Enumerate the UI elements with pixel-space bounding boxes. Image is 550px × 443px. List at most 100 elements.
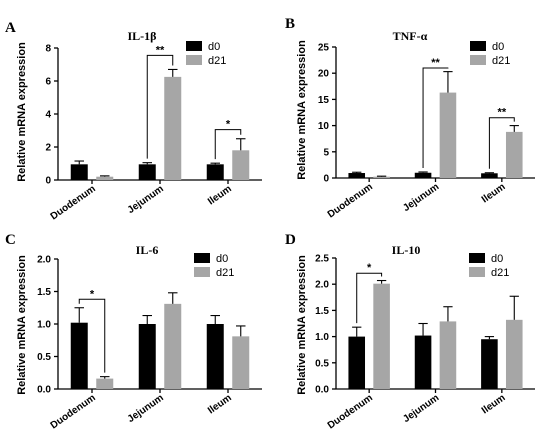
panel-letter: C xyxy=(5,232,16,248)
y-axis-label: Relative mRNA expression xyxy=(296,40,308,180)
y-tick-label: 25 xyxy=(318,43,330,54)
x-tick-label: Duodenum xyxy=(49,392,98,431)
legend-swatch-d21 xyxy=(194,267,210,277)
x-tick-label: Ileum xyxy=(480,181,508,205)
x-tick-label: Jejunum xyxy=(401,392,441,425)
x-tick-label: Duodenum xyxy=(49,183,98,222)
x-tick-label: Duodenum xyxy=(326,392,375,431)
significance-bracket xyxy=(78,298,106,373)
y-tick-label: 2.0 xyxy=(37,255,51,266)
y-tick-label: 2 xyxy=(45,143,51,154)
bar-d0-duodenum xyxy=(70,164,88,180)
bar-d0-ileum xyxy=(481,339,498,389)
panel-c: C IL-6 Relative mRNA expression 0.0 0.5 1.0 1.… xyxy=(5,232,262,431)
bar-d21-ileum xyxy=(232,336,250,389)
y-tick-label: 1.0 xyxy=(37,320,51,331)
bar-d21-jejunum xyxy=(164,76,182,180)
y-tick-label: 0 xyxy=(323,174,329,185)
significance-label: ** xyxy=(156,44,165,56)
legend-swatch-d21 xyxy=(186,55,202,65)
bar-d0-jejunum xyxy=(138,324,156,389)
y-tick-label: 0.5 xyxy=(37,352,51,363)
x-tick-label: Jejunum xyxy=(126,392,166,425)
bar-d0-duodenum xyxy=(70,322,88,389)
y-tick-label: 2.5 xyxy=(315,254,329,265)
y-tick-label: 0.0 xyxy=(315,385,329,396)
chart-title: IL-1β xyxy=(128,29,157,43)
x-tick-label: Duodenum xyxy=(326,181,375,220)
chart-title: TNF-α xyxy=(393,29,428,43)
y-tick-label: 4 xyxy=(45,110,51,121)
legend-swatch-d0 xyxy=(469,253,485,263)
significance-bracket xyxy=(422,67,449,168)
significance-label: * xyxy=(367,262,372,274)
legend-label-d0: d0 xyxy=(216,253,228,265)
significance-bracket xyxy=(146,54,174,159)
bar-d21-ileum xyxy=(505,319,523,389)
panel-letter: B xyxy=(285,16,295,32)
legend-label-d0: d0 xyxy=(492,41,504,53)
bar-d21-duodenum xyxy=(96,378,114,389)
bar-d21-duodenum xyxy=(373,283,390,389)
bar-d21-duodenum xyxy=(96,176,114,180)
y-tick-label: 1.0 xyxy=(315,332,329,343)
legend-label-d21: d21 xyxy=(491,267,509,279)
x-tick-label: Ileum xyxy=(206,183,234,207)
bar-d0-jejunum xyxy=(414,335,432,389)
panel-a: A IL-1β Relative mRNA expression 0 2 4 6 8 Duode… xyxy=(5,20,262,222)
legend-swatch-d0 xyxy=(186,41,202,51)
bar-d0-ileum xyxy=(206,164,224,180)
panel-letter: A xyxy=(5,20,16,36)
chart-title: IL-10 xyxy=(392,243,421,257)
significance-label: ** xyxy=(431,57,440,69)
y-tick-label: 0 xyxy=(45,176,51,187)
panel-b: B TNF-α Relative mRNA expression 0 5 10 15 20 25… xyxy=(285,16,535,220)
y-tick-label: 6 xyxy=(45,77,51,88)
x-tick-label: Jejunum xyxy=(126,183,166,216)
x-tick-label: Ileum xyxy=(480,392,508,416)
chart-title: IL-6 xyxy=(136,243,159,257)
bar-d21-jejunum xyxy=(439,321,457,389)
y-tick-label: 2.0 xyxy=(315,280,329,291)
x-tick-label: Jejunum xyxy=(401,181,441,214)
legend-label-d0: d0 xyxy=(208,41,220,53)
legend-label-d0: d0 xyxy=(491,253,503,265)
bar-d21-duodenum xyxy=(373,176,390,178)
legend-label-d21: d21 xyxy=(208,55,226,67)
legend-swatch-d0 xyxy=(470,41,486,51)
bar-d0-duodenum xyxy=(348,173,366,178)
panel-letter: D xyxy=(285,232,296,248)
panel-d: D IL-10 Relative mRNA expression 0.0 0.5 1.0 1… xyxy=(285,232,535,431)
bar-d21-ileum xyxy=(505,131,523,178)
y-tick-label: 10 xyxy=(318,121,330,132)
legend-swatch-d21 xyxy=(469,267,485,277)
significance-label: ** xyxy=(498,107,507,119)
bar-d21-jejunum xyxy=(439,92,457,178)
bar-d0-jejunum xyxy=(414,172,432,178)
y-tick-label: 0.5 xyxy=(315,358,329,369)
y-tick-label: 20 xyxy=(318,69,330,80)
y-tick-label: 1.5 xyxy=(315,306,329,317)
legend-swatch-d21 xyxy=(470,55,486,65)
bar-d0-duodenum xyxy=(348,336,366,389)
y-axis-label: Relative mRNA expression xyxy=(16,255,28,395)
x-tick-label: Ileum xyxy=(206,392,234,416)
legend-swatch-d0 xyxy=(194,253,210,263)
y-axis-label: Relative mRNA expression xyxy=(16,42,28,182)
bar-d21-jejunum xyxy=(164,303,182,389)
bar-d0-ileum xyxy=(206,324,224,389)
y-tick-label: 1.5 xyxy=(37,287,51,298)
significance-bracket xyxy=(356,272,383,324)
bar-d0-ileum xyxy=(481,173,498,178)
bar-d0-jejunum xyxy=(138,164,156,180)
significance-label: * xyxy=(90,288,95,300)
legend-label-d21: d21 xyxy=(216,267,234,279)
y-axis-label: Relative mRNA expression xyxy=(296,255,308,395)
legend-label-d21: d21 xyxy=(492,55,510,67)
y-tick-label: 15 xyxy=(318,95,330,106)
bar-d21-ileum xyxy=(232,150,250,180)
y-tick-label: 5 xyxy=(323,147,329,158)
y-tick-label: 8 xyxy=(45,44,51,55)
significance-label: * xyxy=(226,119,231,131)
